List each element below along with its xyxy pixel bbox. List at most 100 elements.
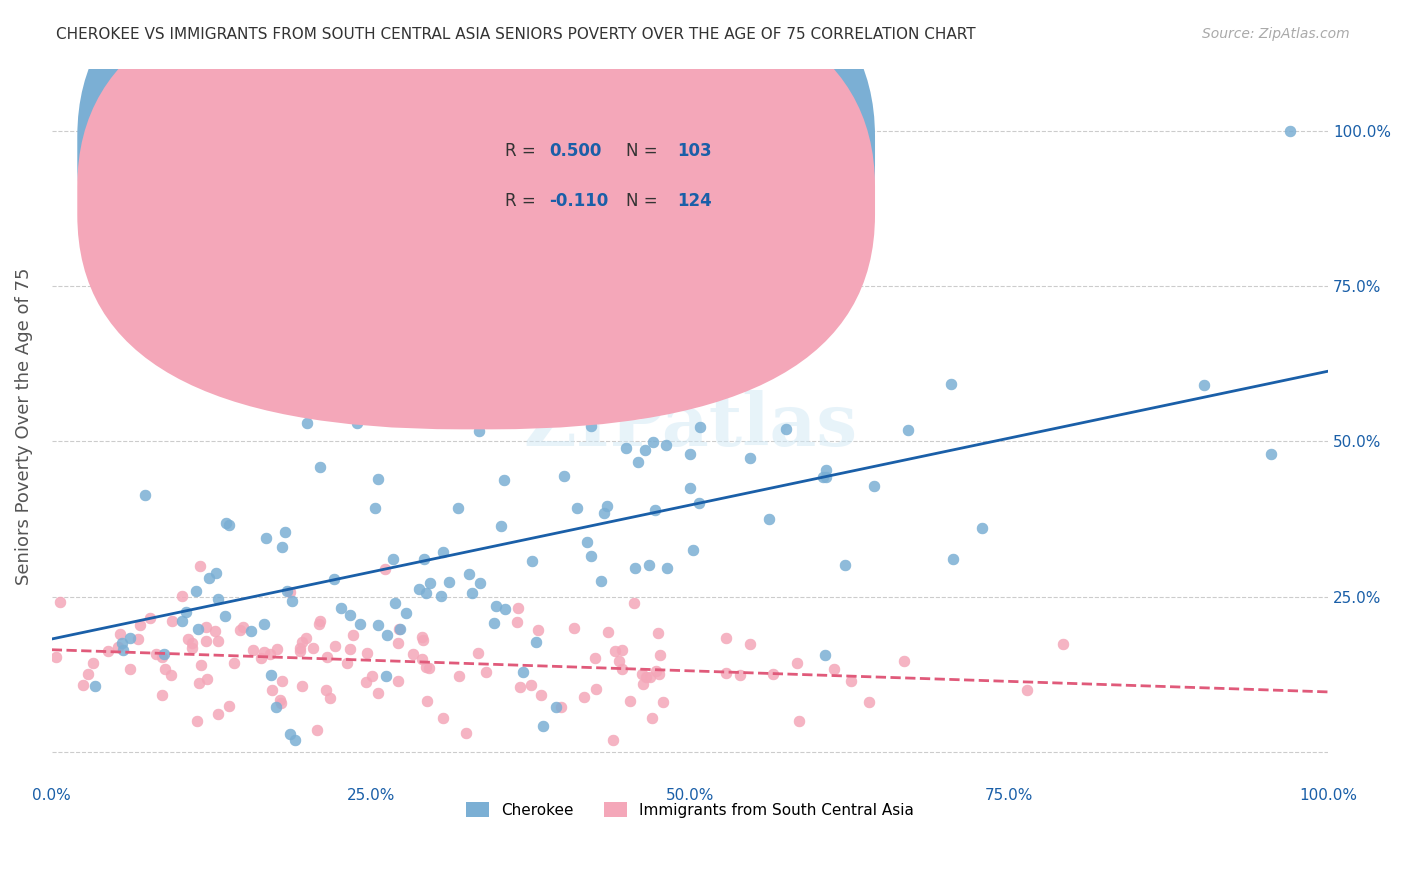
Point [388, 622, 411, 636]
Point [544, 700, 567, 714]
Point [207, 591, 229, 606]
Point [253, 616, 276, 631]
Point [716, 632, 738, 646]
Point [527, 623, 550, 637]
Point [197, 571, 219, 585]
Point [688, 496, 710, 510]
Point [624, 561, 647, 575]
Point [253, 645, 276, 659]
Point [266, 642, 288, 657]
Point [893, 654, 915, 668]
Point [491, 519, 513, 533]
Point [839, 673, 862, 688]
Point [160, 614, 183, 628]
Point [305, 723, 328, 738]
Point [562, 621, 585, 635]
FancyBboxPatch shape [77, 0, 875, 429]
Point [814, 648, 837, 662]
Point [232, 620, 254, 634]
Point [605, 644, 627, 658]
Point [638, 670, 661, 684]
Point [374, 562, 396, 576]
Point [457, 566, 479, 581]
Point [187, 676, 209, 690]
Point [593, 506, 616, 520]
Point [288, 644, 311, 658]
Point [295, 631, 318, 645]
Point [682, 543, 704, 558]
Text: 124: 124 [678, 192, 711, 210]
Point [374, 668, 396, 682]
Point [589, 574, 612, 589]
Point [468, 576, 491, 591]
Point [389, 622, 412, 636]
Point [367, 472, 389, 486]
Point [432, 711, 454, 725]
Point [432, 545, 454, 559]
Text: N =: N = [626, 142, 664, 160]
Point [82, 656, 104, 670]
Point [834, 558, 856, 572]
Point [716, 665, 738, 680]
Point [631, 667, 654, 681]
Point [260, 683, 283, 698]
Point [897, 423, 920, 437]
Point [111, 635, 134, 649]
Point [284, 732, 307, 747]
Point [346, 417, 368, 431]
Point [598, 625, 620, 640]
Point [689, 419, 711, 434]
Point [342, 628, 364, 642]
Point [97, 644, 120, 658]
Point [531, 719, 554, 733]
FancyBboxPatch shape [77, 0, 875, 379]
Point [229, 623, 252, 637]
Point [863, 479, 886, 493]
Point [302, 641, 325, 656]
Point [339, 607, 361, 622]
Point [329, 600, 352, 615]
Point [356, 647, 378, 661]
Point [176, 605, 198, 619]
Point [1192, 377, 1215, 392]
Point [468, 424, 491, 438]
Point [269, 692, 291, 706]
Point [572, 690, 595, 705]
Point [814, 463, 837, 477]
Point [942, 552, 965, 566]
Point [339, 642, 361, 657]
Point [120, 662, 142, 676]
Point [738, 637, 761, 651]
Point [361, 669, 384, 683]
Point [145, 647, 167, 661]
Point [177, 632, 200, 646]
Point [415, 694, 437, 708]
Point [482, 615, 505, 630]
Point [278, 727, 301, 741]
Text: -0.110: -0.110 [550, 192, 609, 210]
Point [72, 678, 94, 692]
Point [1015, 683, 1038, 698]
Point [49, 594, 72, 608]
Point [631, 677, 654, 691]
Point [644, 503, 666, 517]
Point [295, 416, 318, 430]
Point [170, 590, 193, 604]
Text: R =: R = [505, 142, 541, 160]
Point [430, 589, 453, 603]
Point [419, 575, 441, 590]
Text: N =: N = [626, 192, 664, 210]
Point [181, 636, 204, 650]
Point [610, 662, 633, 676]
Point [214, 609, 236, 624]
Point [381, 552, 404, 566]
Point [520, 554, 543, 568]
Point [512, 665, 534, 679]
Point [395, 606, 418, 620]
Point [939, 377, 962, 392]
Point [152, 688, 174, 702]
Point [139, 611, 162, 625]
Point [520, 678, 543, 692]
Point [308, 616, 330, 631]
Point [278, 585, 301, 599]
